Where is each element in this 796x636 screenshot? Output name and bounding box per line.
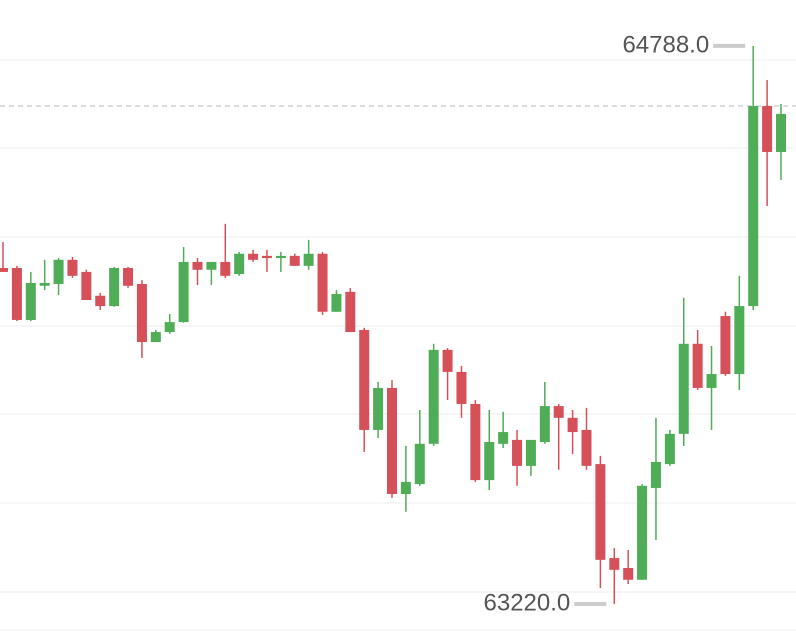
candle-body bbox=[164, 322, 175, 333]
candle-body bbox=[11, 267, 22, 320]
candle-body bbox=[748, 106, 759, 307]
candle-body bbox=[178, 261, 189, 323]
candle-body bbox=[0, 267, 8, 272]
candle-body bbox=[303, 253, 314, 266]
candle-body bbox=[637, 485, 648, 580]
candle-body bbox=[220, 261, 231, 276]
candle-body bbox=[109, 267, 120, 307]
candle-body bbox=[53, 259, 64, 285]
candle-body bbox=[39, 282, 50, 286]
candle-body bbox=[261, 255, 272, 259]
candle-body bbox=[553, 406, 564, 418]
candle-body bbox=[150, 332, 161, 343]
candle-body bbox=[136, 284, 147, 343]
candle-body bbox=[776, 113, 786, 152]
candle-body bbox=[345, 291, 356, 333]
candle-body bbox=[289, 255, 300, 266]
candle-body bbox=[428, 349, 439, 444]
candle-body bbox=[414, 443, 425, 485]
candle-body bbox=[400, 481, 411, 494]
candle-body bbox=[484, 442, 495, 481]
candle-body bbox=[720, 316, 731, 375]
candle-body bbox=[206, 261, 217, 270]
candle-body bbox=[595, 464, 606, 560]
annotation-label: 63220.0 bbox=[484, 589, 571, 616]
candle-body bbox=[387, 387, 397, 494]
candle-body bbox=[734, 306, 745, 375]
candle-body bbox=[512, 439, 523, 466]
candle-body bbox=[678, 343, 689, 434]
candle-body bbox=[81, 271, 92, 301]
candle-body bbox=[275, 255, 286, 259]
candle-body bbox=[331, 293, 342, 312]
candle-body bbox=[581, 429, 592, 466]
candle-body bbox=[623, 568, 634, 580]
candle-body bbox=[234, 253, 245, 275]
candle-body bbox=[123, 267, 134, 286]
candle-body bbox=[498, 432, 509, 444]
candle-body bbox=[567, 417, 578, 433]
candle-body bbox=[317, 253, 328, 312]
grid bbox=[0, 59, 796, 631]
candle-body bbox=[525, 439, 536, 466]
candle-body bbox=[67, 259, 78, 276]
candle-body bbox=[650, 461, 661, 488]
candle-body bbox=[470, 403, 481, 481]
candle-body bbox=[664, 433, 675, 465]
candle-body bbox=[706, 374, 717, 388]
candle-body bbox=[359, 329, 370, 430]
candle-body bbox=[192, 261, 203, 270]
candle-body bbox=[609, 558, 620, 570]
annotation-label: 64788.0 bbox=[622, 31, 709, 58]
candle-body bbox=[442, 349, 453, 372]
candle-body bbox=[539, 406, 550, 443]
candle-body bbox=[456, 371, 467, 404]
candle-body bbox=[373, 387, 384, 430]
candle-body bbox=[692, 343, 703, 388]
candle-body bbox=[762, 106, 773, 152]
candle-body bbox=[25, 282, 36, 320]
candle-body bbox=[95, 295, 106, 307]
candle-body bbox=[248, 253, 259, 260]
